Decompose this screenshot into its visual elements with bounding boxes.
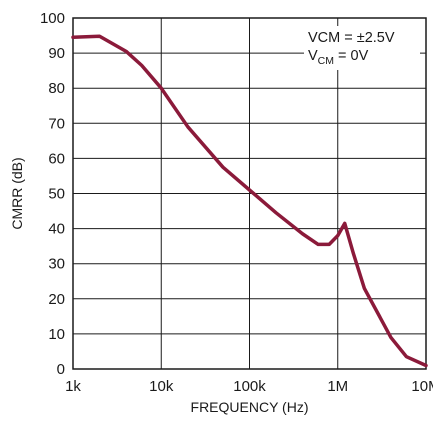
y-tick-label: 90 [48, 45, 65, 62]
y-tick-label: 30 [48, 256, 65, 273]
y-axis-label: CMRR (dB) [9, 157, 25, 229]
y-tick-label: 70 [48, 115, 65, 132]
y-tick-label: 20 [48, 291, 65, 308]
y-tick-labels: 0 10 20 30 40 50 60 70 80 90 100 [40, 10, 65, 378]
x-tick-labels: 1k 10k 100k 1M 10M [65, 378, 433, 395]
annotation-vcm-range: VCM = ±2.5V [308, 30, 395, 46]
y-tick-label: 50 [48, 186, 65, 203]
x-tick-label: 100k [233, 378, 266, 395]
plot-frame [72, 17, 427, 370]
y-tick-label: 60 [48, 150, 65, 167]
x-tick-label: 10M [411, 378, 433, 395]
y-tick-label: 0 [57, 361, 65, 378]
x-axis-label: FREQUENCY (Hz) [191, 399, 309, 415]
y-tick-label: 80 [48, 80, 65, 97]
x-tick-label: 10k [149, 378, 174, 395]
annotation-cm-subscript: CM [318, 55, 334, 67]
annotation-vcm-zero: VCM = 0V [308, 48, 369, 67]
x-tick-label: 1M [327, 378, 348, 395]
grid-lines [73, 18, 426, 369]
x-tick-label: 1k [65, 378, 81, 395]
y-tick-label: 40 [48, 221, 65, 238]
cmrr-series-line [71, 34, 428, 368]
y-tick-label: 10 [48, 326, 65, 343]
annotation-zero-value: = 0V [334, 48, 369, 64]
y-tick-label: 100 [40, 10, 65, 27]
annotation-v: V [308, 48, 318, 64]
annotation-background [304, 26, 420, 70]
